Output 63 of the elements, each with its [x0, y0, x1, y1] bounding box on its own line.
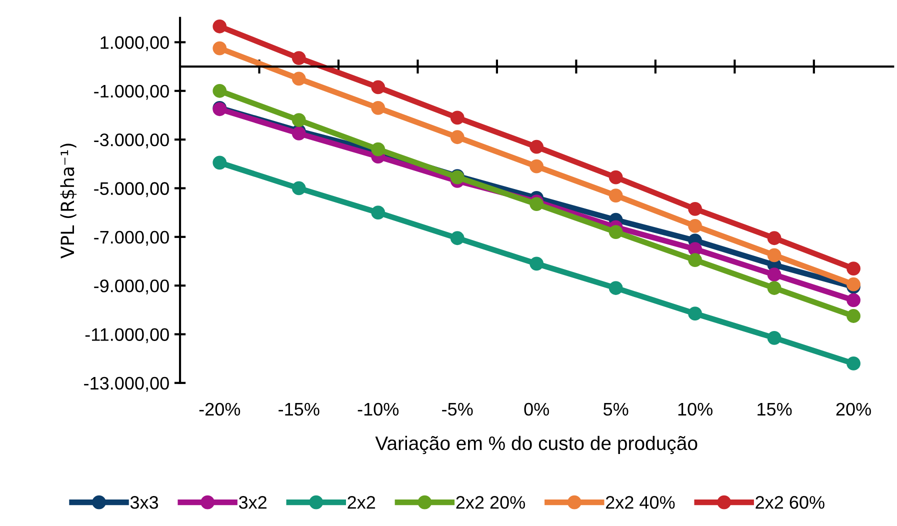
point — [608, 281, 623, 295]
point — [767, 281, 782, 295]
point — [371, 206, 386, 220]
point — [212, 19, 227, 34]
legend-label: 2x2 — [348, 496, 376, 509]
point — [688, 253, 702, 267]
point — [530, 159, 544, 174]
x-tick-label: 0% — [524, 402, 549, 416]
y-tick-label: -7.000,00 — [94, 230, 169, 246]
x-tick-label: 20% — [836, 402, 871, 416]
y-tick-label: -1.000,00 — [94, 84, 169, 100]
x-tick-label: 10% — [678, 402, 712, 416]
point — [292, 72, 306, 86]
legend-label: 2x2 40% — [606, 496, 675, 509]
x-tick-label: 15% — [758, 402, 792, 416]
y-axis-title: VPL (R$ha⁻¹) — [60, 144, 77, 258]
y-tick-label: -3.000,00 — [94, 134, 169, 148]
y-tick-label: -11.000,00 — [85, 328, 169, 344]
x-tick-label: -15% — [278, 402, 320, 416]
point — [212, 84, 227, 98]
x-tick-label: -20% — [199, 402, 240, 416]
point — [292, 113, 306, 128]
point — [292, 126, 306, 140]
legend-label: 3x3 — [130, 496, 158, 509]
y-tick-label: -13.000,00 — [84, 376, 169, 392]
point — [450, 231, 464, 246]
legend-label: 2x2 60% — [756, 496, 824, 509]
legend-label: 2x2 20% — [456, 496, 526, 509]
point — [688, 306, 702, 321]
point — [371, 80, 386, 94]
point — [450, 110, 464, 125]
x-axis-title: Variação em % do custo de produção — [375, 436, 698, 454]
point — [371, 100, 386, 115]
point — [846, 262, 860, 276]
point — [292, 181, 306, 196]
point — [450, 130, 464, 144]
y-tick-label: -9.000,00 — [94, 280, 169, 294]
x-tick-label: -5% — [442, 402, 473, 416]
point — [846, 293, 860, 308]
point — [688, 202, 702, 216]
point — [767, 268, 782, 282]
legend-label: 3x2 — [238, 496, 266, 509]
point — [846, 356, 860, 370]
point — [212, 156, 227, 170]
point — [530, 140, 544, 154]
point — [530, 197, 544, 211]
point — [846, 277, 860, 292]
point — [846, 309, 860, 323]
y-tick-label: 1.000,00 — [100, 36, 169, 52]
point — [688, 219, 702, 233]
point — [530, 256, 544, 271]
point — [608, 188, 623, 202]
point — [608, 225, 623, 239]
point — [608, 170, 623, 184]
point — [767, 231, 782, 246]
x-tick-label: -10% — [358, 402, 399, 416]
point — [212, 41, 227, 56]
point — [767, 330, 782, 345]
y-tick-label: -5.000,00 — [94, 182, 169, 198]
x-tick-label: 5% — [603, 402, 628, 416]
point — [767, 248, 782, 262]
point — [292, 51, 306, 65]
point — [371, 142, 386, 156]
